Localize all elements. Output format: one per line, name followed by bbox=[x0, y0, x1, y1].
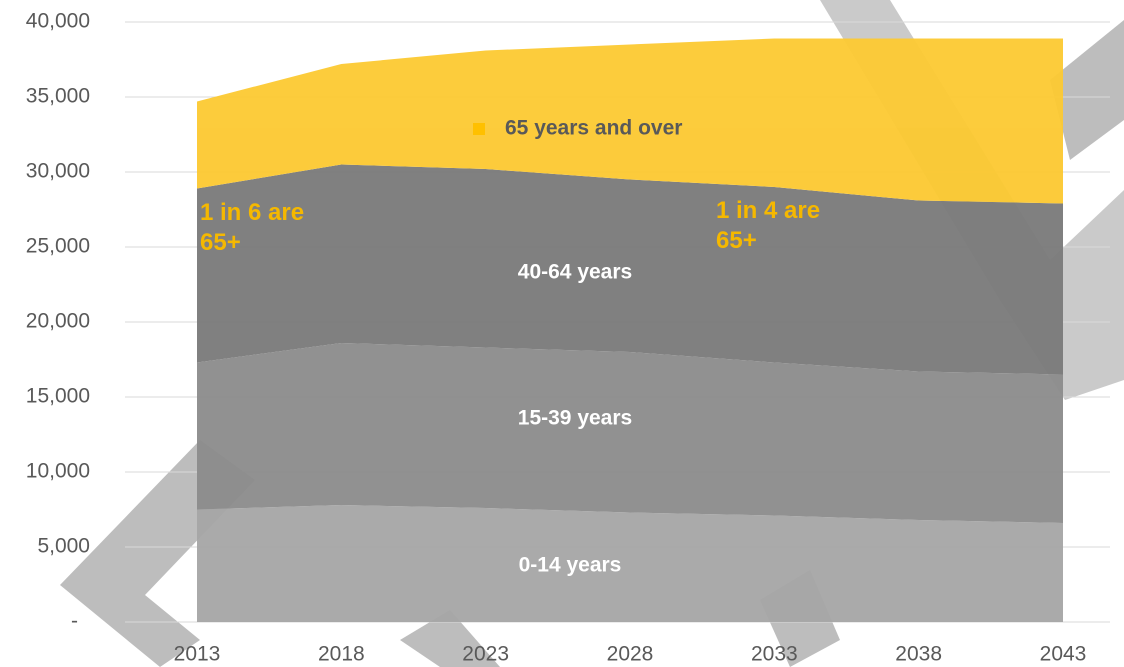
area bbox=[197, 343, 1063, 523]
chevron bbox=[400, 610, 500, 667]
y-tick-label: 35,000 bbox=[26, 85, 90, 108]
area bbox=[197, 505, 1063, 622]
y-tick-label: 10,000 bbox=[26, 460, 90, 483]
annotation: 1 in 6 are 65+ bbox=[200, 199, 305, 256]
annotation: 1 in 4 are 65+ bbox=[716, 197, 821, 254]
x-tick-label: 2033 bbox=[751, 643, 798, 666]
y-tick-label: 20,000 bbox=[26, 310, 90, 333]
y-tick-label: 40,000 bbox=[26, 10, 90, 33]
series-label: 15-39 years bbox=[518, 407, 632, 430]
x-tick-label: 2038 bbox=[895, 643, 942, 666]
x-tick-label: 2028 bbox=[607, 643, 654, 666]
y-tick-label: - bbox=[71, 610, 78, 633]
area bbox=[197, 164, 1063, 375]
y-tick-label: 30,000 bbox=[26, 160, 90, 183]
legend-swatch bbox=[473, 123, 485, 135]
x-tick-label: 2013 bbox=[174, 643, 221, 666]
chevron bbox=[1050, 20, 1124, 160]
series-label: 40-64 years bbox=[518, 261, 632, 284]
x-tick-label: 2043 bbox=[1040, 643, 1087, 666]
y-tick-label: 5,000 bbox=[37, 535, 90, 558]
area bbox=[197, 38, 1063, 204]
y-tick-label: 25,000 bbox=[26, 235, 90, 258]
y-tick-label: 15,000 bbox=[26, 385, 90, 408]
x-tick-label: 2023 bbox=[462, 643, 509, 666]
series-label: 65 years and over bbox=[505, 117, 682, 140]
x-tick-label: 2018 bbox=[318, 643, 365, 666]
series-label: 0-14 years bbox=[519, 554, 622, 577]
